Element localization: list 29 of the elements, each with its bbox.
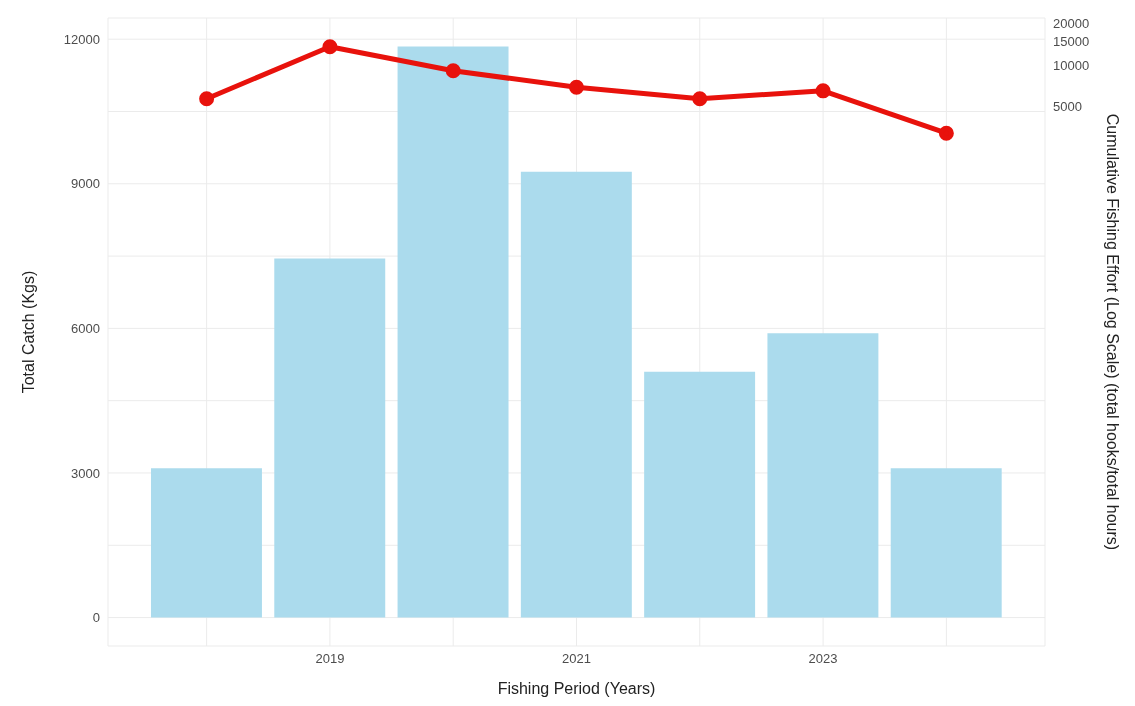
- y2-tick-label: 10000: [1053, 57, 1090, 73]
- y2-tick-label: 20000: [1053, 16, 1090, 32]
- y-tick-label: 12000: [63, 31, 100, 47]
- point: [692, 91, 708, 107]
- point: [445, 63, 461, 79]
- point: [938, 125, 954, 141]
- bar: [520, 171, 632, 618]
- point: [322, 39, 338, 55]
- y-tick-label: 0: [92, 610, 100, 626]
- bar: [274, 258, 386, 618]
- point: [199, 91, 215, 107]
- point: [569, 79, 584, 95]
- y2-axis-title: Cumulative Fishing Effort (Log Scale) (total hooks/total hours): [1104, 113, 1122, 551]
- y-tick-label: 3000: [71, 465, 100, 481]
- x-tick-label: 2019: [315, 651, 345, 667]
- bar: [767, 333, 879, 618]
- bar: [150, 468, 262, 618]
- y-tick-label: 9000: [71, 176, 100, 192]
- x-tick-label: 2023: [808, 651, 838, 667]
- bar: [890, 468, 1002, 618]
- y2-tick-label: 5000: [1053, 99, 1082, 115]
- bar: [644, 371, 756, 618]
- y2-tick-label: 15000: [1053, 33, 1090, 49]
- bar: [397, 46, 509, 618]
- x-tick-label: 2021: [562, 651, 591, 667]
- y-tick-label: 6000: [71, 321, 100, 336]
- y-axis-title: Total Catch (Kgs): [19, 270, 37, 394]
- x-axis-title: Fishing Period (Years): [497, 680, 656, 697]
- point: [815, 83, 831, 99]
